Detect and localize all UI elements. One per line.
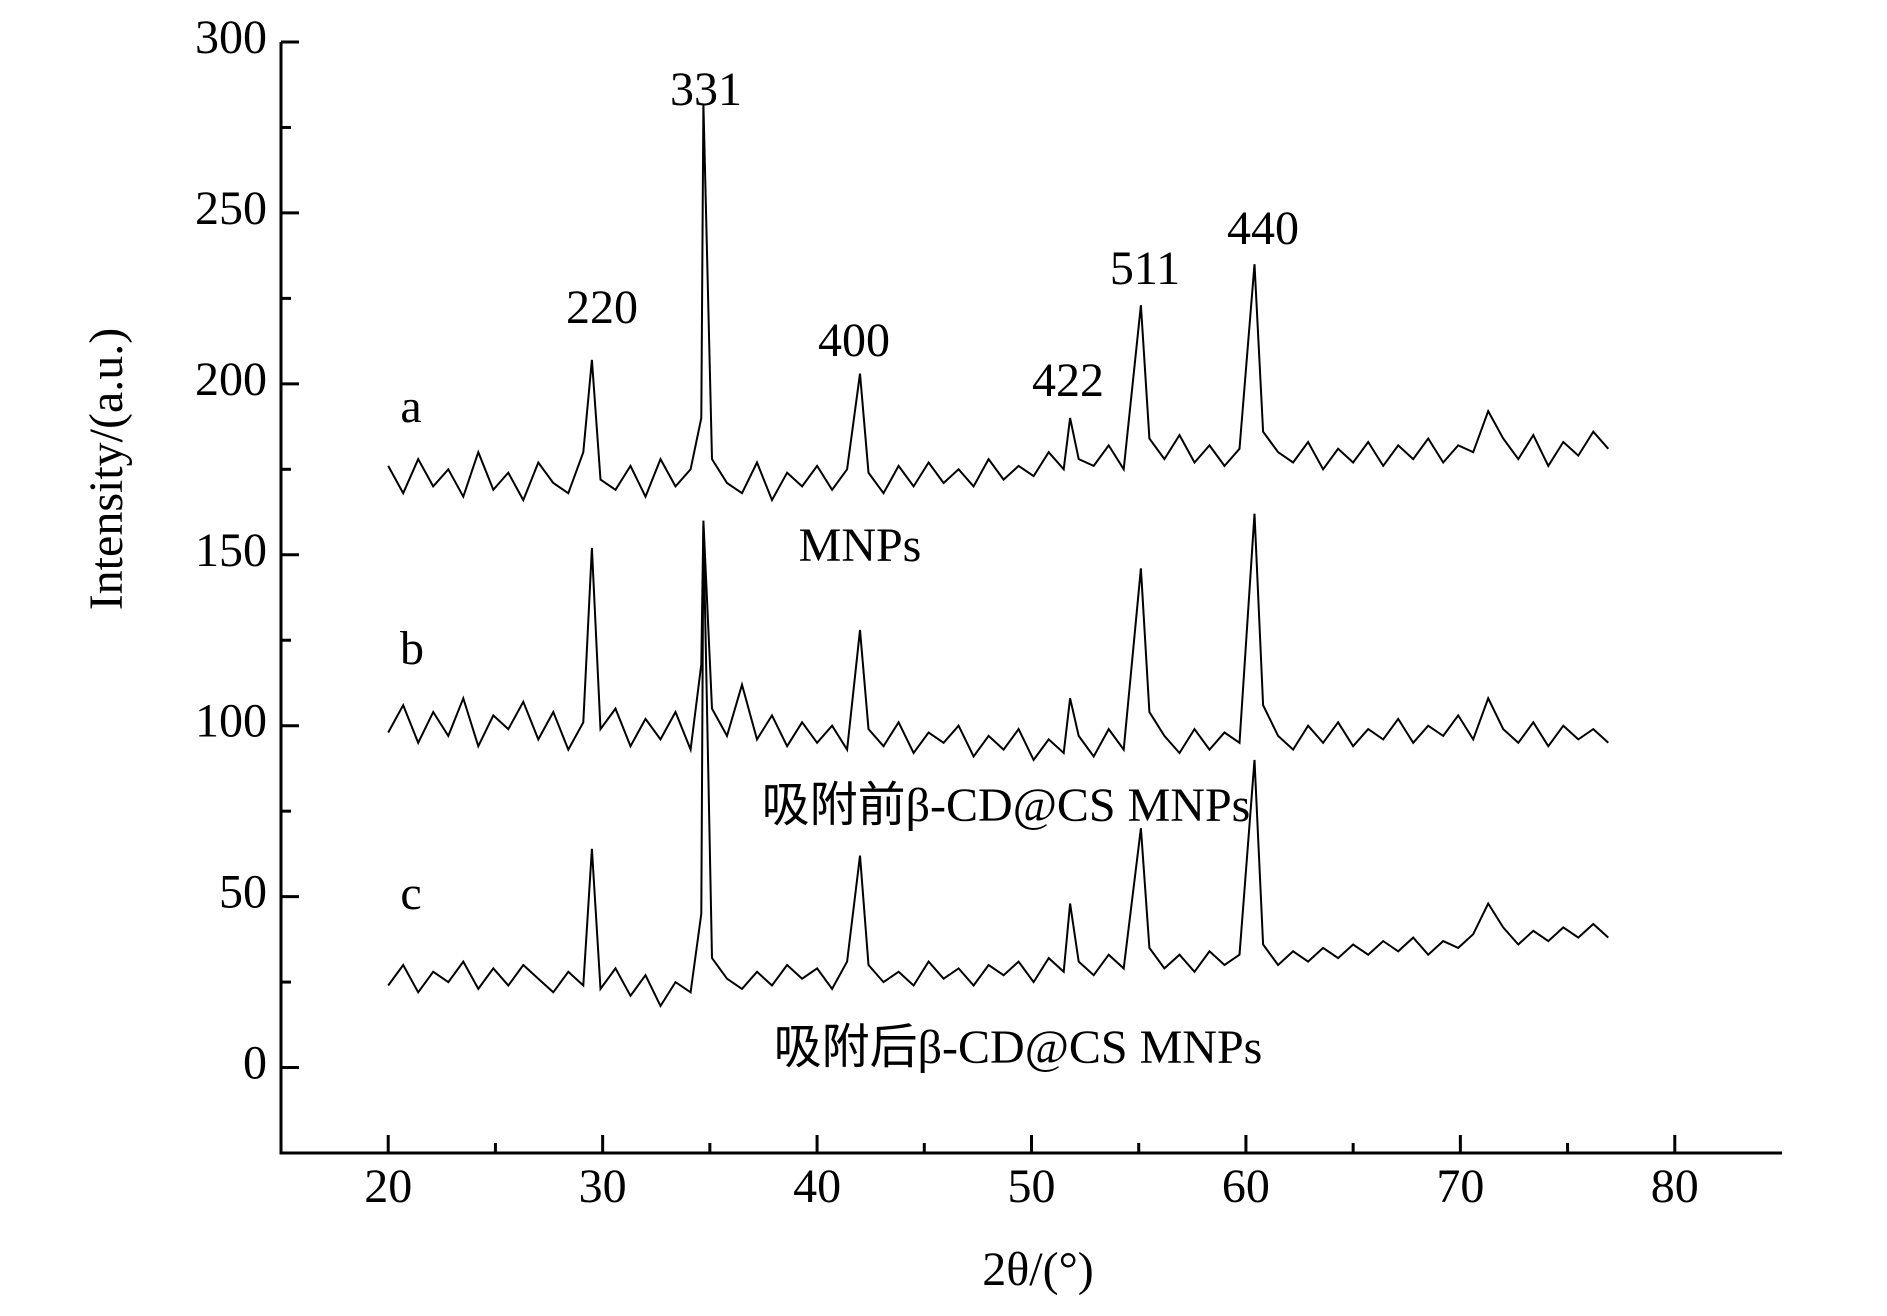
x-tick-label: 80 [1651,1160,1699,1213]
annotation: 吸附后β-CD@CS MNPs [774,1021,1263,1074]
annotation: 220 [566,281,638,334]
x-tick-label: 70 [1436,1160,1484,1213]
xrd-line [387,527,1609,1009]
annotation: 422 [1032,354,1104,407]
annotation: 511 [1110,242,1180,295]
annotation: c [400,867,421,920]
y-tick-label: 0 [243,1037,267,1090]
y-tick-label: 250 [195,182,267,235]
annotation: 吸附前β-CD@CS MNPs [762,779,1251,832]
y-tick-label: 100 [195,695,267,748]
y-axis-label: Intensity/(a.u.) [80,328,133,611]
x-tick-label: 40 [793,1160,841,1213]
xrd-line [387,513,1609,762]
x-tick-label: 30 [579,1160,627,1213]
annotation: b [400,622,424,675]
x-tick-label: 60 [1222,1160,1270,1213]
annotation: 400 [818,314,890,367]
annotation: MNPs [799,519,922,572]
annotation: a [400,380,421,433]
xrd-line [387,103,1610,503]
x-axis-label: 2θ/(°) [982,1243,1094,1296]
annotation: 331 [670,63,742,116]
x-tick-label: 50 [1008,1160,1056,1213]
y-tick-label: 200 [195,353,267,406]
y-tick-label: 300 [195,11,267,64]
annotation: 440 [1227,202,1299,255]
y-tick-label: 50 [219,866,267,919]
x-tick-label: 20 [364,1160,412,1213]
y-tick-label: 150 [195,524,267,577]
